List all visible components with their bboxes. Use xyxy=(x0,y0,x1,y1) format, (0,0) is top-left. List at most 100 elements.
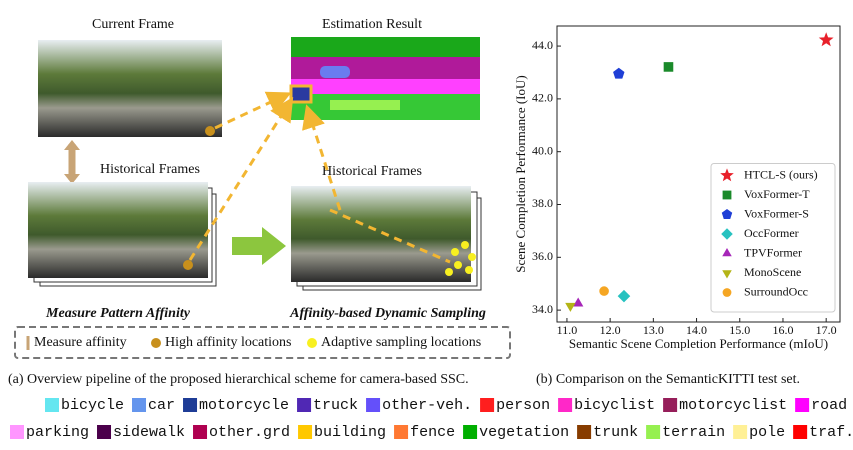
legend-marker xyxy=(722,288,732,297)
legend-marker xyxy=(722,248,732,257)
class-name: traf.sign xyxy=(809,424,853,441)
legend-box xyxy=(14,326,511,359)
legend-marker xyxy=(721,228,733,240)
class-name: motorcyclist xyxy=(679,397,787,414)
x-tick-label: 16.0 xyxy=(772,323,793,337)
class-name: bicycle xyxy=(61,397,124,414)
y-tick-label: 40.0 xyxy=(532,143,553,157)
sampling-dots xyxy=(445,241,476,276)
class-legend: bicycle car motorcycle truck other-veh. perso… xyxy=(10,397,853,441)
class-swatch xyxy=(463,425,478,439)
caption: (a) Overview pipeline of the proposed hi… xyxy=(8,372,469,387)
class-name: truck xyxy=(313,397,358,414)
class-swatch xyxy=(793,425,808,439)
legend-icon xyxy=(307,338,317,348)
legend-marker xyxy=(722,190,732,200)
legend-label: HTCL-S (ours) xyxy=(744,167,818,181)
affinity-dot xyxy=(183,260,193,270)
label: Estimation Result xyxy=(322,17,422,32)
y-tick-label: 34.0 xyxy=(532,302,553,316)
y-tick-label: 38.0 xyxy=(532,196,553,210)
class-swatch xyxy=(394,425,409,439)
class-swatch xyxy=(298,425,313,439)
class-name: parking xyxy=(26,424,89,441)
class-name: other-veh. xyxy=(382,397,472,414)
x-tick-label: 14.0 xyxy=(686,323,707,337)
class-swatch xyxy=(663,398,678,412)
class-swatch xyxy=(646,425,661,439)
x-axis-label: Semantic Scene Completion Performance (m… xyxy=(569,336,828,351)
class-swatch xyxy=(577,425,592,439)
class-swatch xyxy=(183,398,198,412)
class-swatch xyxy=(193,425,208,439)
class-swatch xyxy=(132,398,147,412)
class-name: road xyxy=(811,397,847,414)
caption: (b) Comparison on the SemanticKITTI test… xyxy=(536,372,800,387)
y-tick-label: 44.0 xyxy=(532,38,553,52)
x-tick-label: 11.0 xyxy=(557,323,578,337)
point xyxy=(818,32,834,47)
class-swatch xyxy=(297,398,312,412)
class-name: person xyxy=(496,397,550,414)
label: Historical Frames xyxy=(100,162,200,177)
class-name: motorcycle xyxy=(199,397,289,414)
legend-label: TPVFormer xyxy=(744,245,802,259)
class-name: vegetation xyxy=(479,424,569,441)
legend-text: Measure affinity xyxy=(34,335,127,350)
x-tick-label: 15.0 xyxy=(729,323,750,337)
point xyxy=(565,302,576,312)
class-name: other.grd xyxy=(209,424,290,441)
x-tick-label: 12.0 xyxy=(600,323,621,337)
x-tick-label: 13.0 xyxy=(643,323,664,337)
class-swatch xyxy=(733,425,748,439)
y-tick-label: 36.0 xyxy=(532,249,553,263)
estimation-image xyxy=(289,37,480,133)
legend-text: High affinity locations xyxy=(165,335,292,350)
class-swatch xyxy=(366,398,381,412)
label: Current Frame xyxy=(92,17,174,32)
affinity-arrow-heads xyxy=(64,140,80,184)
class-swatch xyxy=(97,425,112,439)
legend-label: OccFormer xyxy=(744,226,799,240)
historical-image xyxy=(28,182,208,278)
legend-box xyxy=(710,163,836,313)
point xyxy=(617,289,631,303)
step-label: Measure Pattern Affinity xyxy=(45,306,191,321)
diagram: Current Frame Estimation Result Historic… xyxy=(14,17,511,359)
point xyxy=(599,286,609,296)
class-name: fence xyxy=(410,424,455,441)
legend-icon xyxy=(151,338,161,348)
class-swatch xyxy=(480,398,495,412)
legend-label: VoxFormer-T xyxy=(744,187,810,201)
class-name: bicyclist xyxy=(574,397,655,414)
class-swatch xyxy=(45,398,59,412)
historical-image xyxy=(291,186,471,282)
chart: 11.0 12.0 13.0 14.0 15.0 16.0 17.0 34.0 36.0 38.0… xyxy=(513,25,841,351)
point xyxy=(572,297,584,307)
affinity-dot xyxy=(205,126,215,136)
class-name: sidewalk xyxy=(113,424,185,441)
class-swatch xyxy=(10,425,24,439)
y-axis-label: Scene Completion Performance (IoU) xyxy=(513,75,528,272)
class-swatch xyxy=(558,398,573,412)
legend-marker xyxy=(721,209,733,219)
flow-arrow xyxy=(232,227,286,265)
class-name: terrain xyxy=(662,424,725,441)
point xyxy=(613,67,625,79)
legend-label: VoxFormer-S xyxy=(744,206,809,220)
step-label: Affinity-based Dynamic Sampling xyxy=(289,306,486,321)
point xyxy=(663,62,674,72)
dashed-arrows xyxy=(188,91,451,264)
legend-label: MonoScene xyxy=(744,265,801,279)
legend-label: SurroundOcc xyxy=(744,284,808,298)
x-tick-label: 17.0 xyxy=(816,323,837,337)
class-name: car xyxy=(148,397,175,414)
legend-marker xyxy=(720,168,734,182)
current-frame-image xyxy=(38,40,222,137)
legend-marker xyxy=(722,270,732,279)
class-name: building xyxy=(314,424,386,441)
plot-frame xyxy=(556,25,841,323)
class-name: trunk xyxy=(593,424,638,441)
legend-text: Adaptive sampling locations xyxy=(321,335,481,350)
